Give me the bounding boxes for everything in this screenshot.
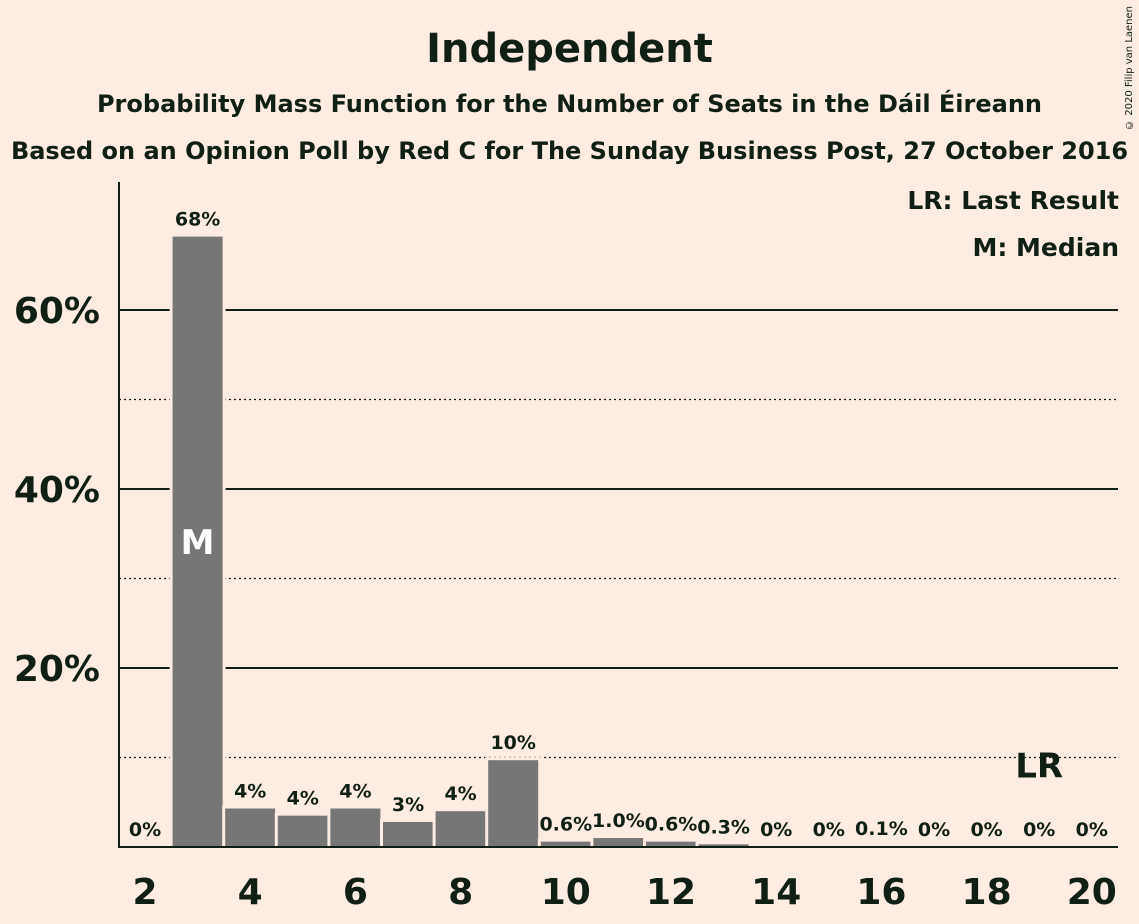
legend-median: M: Median	[972, 233, 1119, 262]
bar	[646, 841, 696, 847]
data-label: 0%	[1076, 819, 1108, 841]
last-result-marker: LR	[1015, 747, 1063, 787]
x-tick-label: 16	[856, 872, 906, 913]
bar	[330, 808, 381, 847]
data-label: 0.6%	[645, 814, 698, 836]
bar	[698, 844, 749, 847]
x-tick-label: 4	[238, 872, 263, 913]
x-tick-label: 6	[343, 872, 368, 913]
x-tick-label: 20	[1067, 872, 1117, 913]
chart-title: Independent	[426, 26, 713, 72]
data-label: 0%	[918, 819, 950, 841]
data-label: 0%	[813, 819, 845, 841]
bar-halo	[853, 843, 910, 847]
bar	[593, 838, 644, 847]
data-label: 4%	[444, 783, 476, 805]
bar	[435, 811, 486, 847]
data-label: 10%	[490, 732, 535, 754]
data-label: 4%	[234, 781, 266, 803]
bar	[225, 808, 276, 847]
bar	[277, 815, 328, 847]
x-tick-label: 2	[132, 872, 157, 913]
data-label: 4%	[339, 781, 371, 803]
data-label: 1.0%	[592, 810, 645, 832]
x-tick-label: 14	[751, 872, 801, 913]
data-label: 0.3%	[697, 816, 750, 838]
bar	[488, 760, 539, 847]
x-tick-label: 8	[448, 872, 473, 913]
x-tick-label: 18	[962, 872, 1012, 913]
data-label: 0%	[970, 819, 1002, 841]
data-label: 4%	[287, 788, 319, 810]
data-label: 3%	[392, 794, 424, 816]
x-tick-label: 12	[646, 872, 696, 913]
y-tick-label: 20%	[14, 649, 100, 690]
data-label: 0.6%	[539, 814, 592, 836]
bar	[172, 236, 223, 848]
median-marker: M	[181, 523, 215, 563]
chart-subtitle: Probability Mass Function for the Number…	[96, 90, 1043, 118]
data-label: 0.1%	[855, 818, 908, 840]
y-tick-label: 60%	[14, 291, 100, 332]
chart-subtitle-source: Based on an Opinion Poll by Red C for Th…	[10, 137, 1129, 165]
data-label: 0%	[129, 819, 161, 841]
bar	[540, 841, 591, 847]
data-label: 0%	[1023, 819, 1055, 841]
data-label: 68%	[175, 209, 220, 231]
data-label: 0%	[760, 819, 792, 841]
bar-halo	[695, 841, 752, 847]
bar	[383, 821, 433, 847]
legend-last-result: LR: Last Result	[907, 186, 1119, 215]
y-tick-label: 40%	[14, 470, 100, 511]
x-tick-label: 10	[541, 872, 591, 913]
